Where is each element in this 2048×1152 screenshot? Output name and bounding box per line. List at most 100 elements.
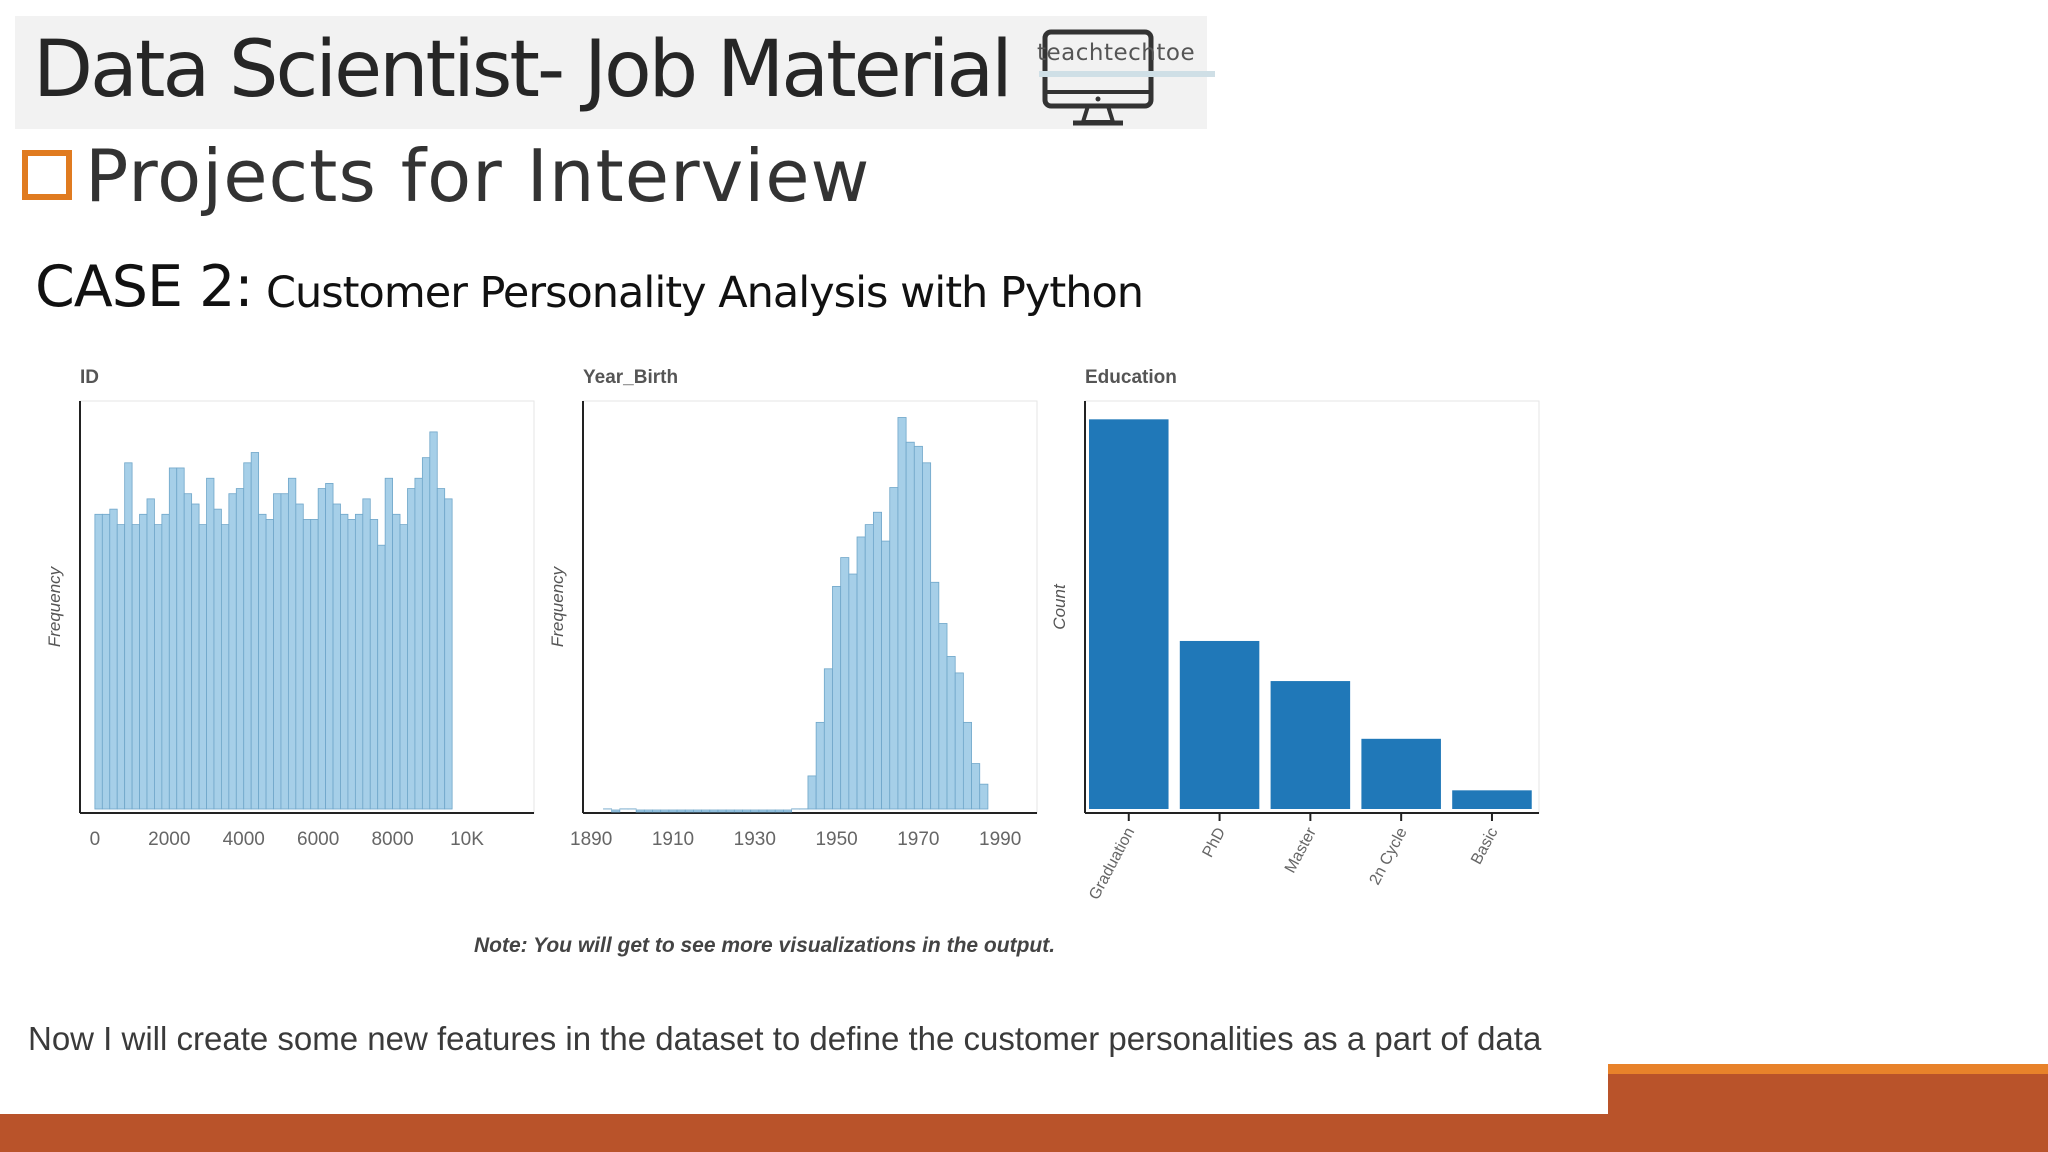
histogram-bar bbox=[302, 519, 312, 810]
histogram-bar bbox=[124, 462, 133, 810]
histogram-bar bbox=[962, 721, 972, 810]
histogram-bar bbox=[429, 431, 438, 810]
histogram-bar bbox=[332, 503, 341, 810]
histogram-bar bbox=[228, 493, 237, 810]
title-banner: Data Scientist- Job Material teachtechto… bbox=[15, 16, 1215, 129]
x-tick-label: 0 bbox=[90, 829, 101, 850]
histogram-bar bbox=[717, 809, 727, 813]
histogram-bar bbox=[635, 809, 645, 813]
category-bar bbox=[1089, 419, 1169, 809]
histogram-bar bbox=[116, 524, 126, 810]
case-title: Customer Personality Analysis with Pytho… bbox=[266, 268, 1144, 318]
x-tick-label: Basic bbox=[1468, 825, 1501, 868]
histogram-bar bbox=[840, 557, 850, 810]
histogram-bar bbox=[325, 483, 334, 810]
histogram-bar bbox=[265, 519, 274, 810]
histogram-bar bbox=[815, 721, 825, 810]
histogram-bar bbox=[295, 503, 304, 810]
histogram-bar bbox=[414, 477, 423, 810]
histogram-bar bbox=[317, 488, 327, 810]
histogram-bar bbox=[347, 519, 356, 810]
histogram-bar bbox=[848, 573, 858, 810]
histogram-bar bbox=[881, 540, 891, 810]
histogram-bar bbox=[807, 775, 817, 810]
histogram-bar bbox=[243, 462, 252, 810]
histogram-bar bbox=[742, 809, 752, 813]
histogram-bar bbox=[758, 809, 768, 813]
x-tick-label: Master bbox=[1282, 824, 1320, 876]
histogram-bar bbox=[94, 513, 103, 810]
histogram-bar bbox=[310, 519, 319, 810]
note-text: Note: You will get to see more visualiza… bbox=[474, 934, 1056, 957]
histogram-bar bbox=[701, 809, 711, 813]
histogram-bar bbox=[392, 513, 401, 810]
histogram-bar bbox=[946, 656, 956, 810]
histogram-bar bbox=[856, 536, 866, 810]
x-tick-label: PhD bbox=[1199, 825, 1229, 860]
histogram-bar bbox=[733, 809, 743, 813]
x-tick-label: 2n Cycle bbox=[1366, 825, 1410, 888]
histogram-bar bbox=[905, 441, 915, 810]
histogram-bar bbox=[377, 544, 386, 810]
category-bar bbox=[1179, 640, 1260, 809]
histogram-bar bbox=[872, 511, 882, 810]
histogram-bar bbox=[273, 493, 282, 810]
histogram-bar bbox=[832, 585, 842, 810]
chart-title: Year_Birth bbox=[583, 367, 678, 388]
category-bar bbox=[1452, 790, 1532, 809]
y-axis-label: Frequency bbox=[548, 565, 567, 647]
histogram-bar bbox=[676, 809, 686, 813]
histogram-bar bbox=[168, 467, 178, 810]
histogram-bar bbox=[444, 498, 453, 810]
histogram-bar bbox=[750, 809, 760, 813]
y-axis-label: Frequency bbox=[45, 565, 64, 647]
slide-title: Data Scientist- Job Material bbox=[33, 25, 1013, 115]
x-tick-label: 2000 bbox=[148, 829, 190, 850]
x-tick-label: 1970 bbox=[897, 829, 939, 850]
histogram-bar bbox=[660, 809, 670, 813]
histogram-bar bbox=[922, 462, 932, 810]
histogram-bar bbox=[668, 809, 678, 813]
histogram-bar bbox=[652, 809, 662, 813]
histogram-bar bbox=[183, 493, 193, 810]
histogram-bar bbox=[280, 493, 289, 810]
category-bar bbox=[1361, 738, 1441, 809]
chart-title: Education bbox=[1085, 367, 1177, 388]
bullet-square-icon bbox=[22, 150, 72, 200]
x-tick-label: 4000 bbox=[223, 829, 265, 850]
histogram-bar bbox=[154, 524, 163, 810]
histogram-bar bbox=[354, 513, 364, 810]
histogram-bar bbox=[611, 809, 621, 813]
x-tick-label: 1990 bbox=[979, 829, 1021, 850]
x-tick-label: 10K bbox=[450, 829, 484, 850]
histogram-bar bbox=[362, 498, 371, 810]
histogram-bar bbox=[131, 524, 140, 810]
x-tick-label: 1930 bbox=[734, 829, 776, 850]
chart-title: ID bbox=[80, 367, 99, 388]
footer-accent-line bbox=[1608, 1064, 2048, 1074]
x-tick-label: 1890 bbox=[570, 829, 612, 850]
histogram-bar bbox=[206, 477, 215, 810]
logo: teachtechtoe bbox=[1025, 22, 1215, 132]
histogram-bar bbox=[938, 623, 948, 810]
histogram-bar bbox=[783, 809, 792, 813]
x-tick-label: 1910 bbox=[652, 829, 694, 850]
histogram-bar bbox=[913, 445, 923, 810]
section-subtitle: Projects for Interview bbox=[85, 134, 871, 218]
histogram-bar bbox=[421, 457, 431, 810]
histogram-bar bbox=[693, 809, 703, 813]
x-tick-label: 1950 bbox=[815, 829, 857, 850]
histogram-bar bbox=[436, 488, 446, 810]
histogram-bar bbox=[369, 519, 379, 810]
histogram-bar bbox=[109, 508, 118, 810]
y-axis-label: Count bbox=[1050, 583, 1069, 630]
x-tick-label: 6000 bbox=[297, 829, 339, 850]
footer-white-strip bbox=[0, 1074, 1608, 1114]
chart-id-histogram: ID Frequency 0 2000 4000 6000 8000 10K bbox=[35, 360, 535, 920]
histogram-bar bbox=[258, 513, 267, 810]
histogram-bar bbox=[684, 809, 694, 813]
x-tick-label: Graduation bbox=[1086, 825, 1138, 903]
histogram-bar bbox=[979, 783, 989, 810]
histogram-bar bbox=[101, 513, 111, 810]
histogram-bar bbox=[643, 809, 653, 813]
